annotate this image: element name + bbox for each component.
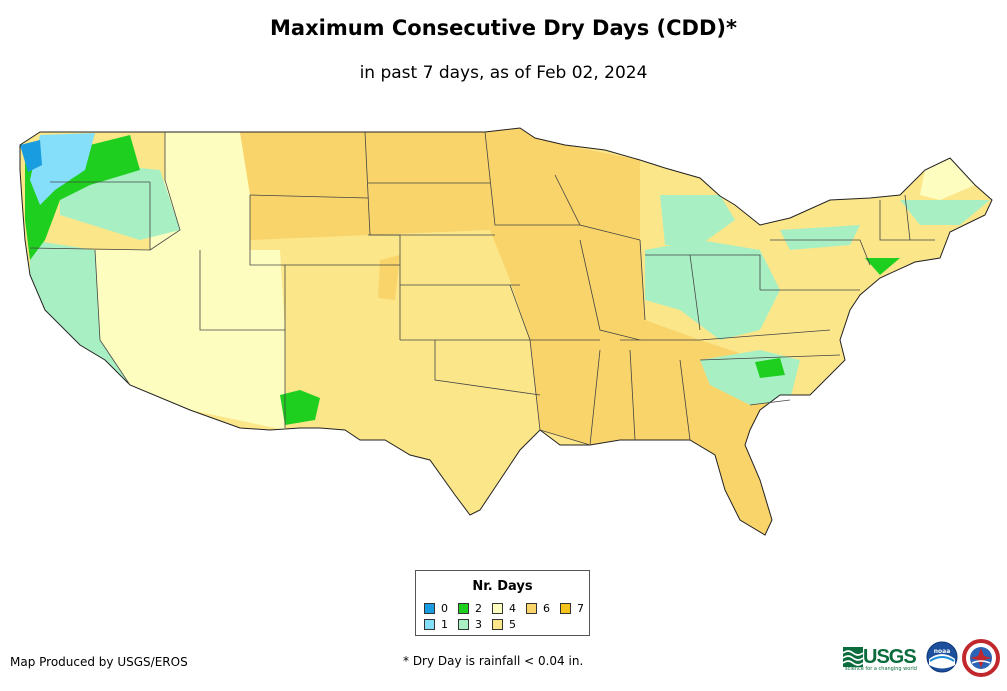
legend-item-3: 3 xyxy=(458,618,482,631)
usgs-wordmark: USGS xyxy=(863,645,917,668)
legend-label: 0 xyxy=(441,602,448,615)
legend-item-0: 0 xyxy=(424,602,448,615)
usgs-tagline: science for a changing world xyxy=(845,666,917,672)
legend-swatch xyxy=(492,603,503,614)
usgs-logo: USGS science for a changing world xyxy=(843,642,919,672)
legend-item-2: 2 xyxy=(458,602,482,615)
legend-label: 1 xyxy=(441,618,448,631)
legend-label: 3 xyxy=(475,618,482,631)
legend-label: 5 xyxy=(509,618,516,631)
noaa-logo-icon: noaa xyxy=(926,641,958,673)
legend-label: 6 xyxy=(543,602,550,615)
legend-swatch xyxy=(424,619,435,630)
map-subtitle: in past 7 days, as of Feb 02, 2024 xyxy=(359,63,648,83)
conus-map xyxy=(19,127,993,536)
usgs-wave-icon xyxy=(843,647,863,667)
legend-label: 4 xyxy=(509,602,516,615)
legend: Nr. Days 0 1 2 3 4 5 6 7 xyxy=(415,570,590,636)
legend-swatch xyxy=(424,603,435,614)
footnote-text: * Dry Day is rainfall < 0.04 in. xyxy=(403,654,584,668)
legend-item-6: 6 xyxy=(526,602,550,615)
legend-swatch xyxy=(560,603,571,614)
nws-logo-icon xyxy=(962,639,1000,677)
legend-item-5: 5 xyxy=(492,618,516,631)
legend-swatch xyxy=(458,619,469,630)
legend-swatch xyxy=(526,603,537,614)
legend-item-7: 7 xyxy=(560,602,584,615)
legend-label: 7 xyxy=(577,602,584,615)
legend-label: 2 xyxy=(475,602,482,615)
legend-swatch xyxy=(492,619,503,630)
legend-item-1: 1 xyxy=(424,618,448,631)
map-title: Maximum Consecutive Dry Days (CDD)* xyxy=(270,16,737,40)
legend-title: Nr. Days xyxy=(472,579,533,594)
credit-text: Map Produced by USGS/EROS xyxy=(10,655,188,669)
legend-item-4: 4 xyxy=(492,602,516,615)
svg-text:noaa: noaa xyxy=(934,648,951,655)
legend-swatch xyxy=(458,603,469,614)
